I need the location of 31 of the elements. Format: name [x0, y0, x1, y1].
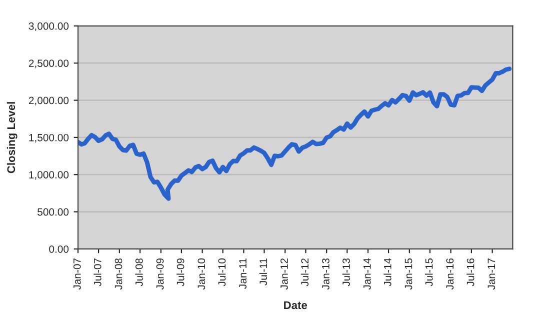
y-axis-title: Closing Level [6, 102, 18, 174]
y-tick-label: 0.00 [49, 245, 69, 253]
x-tick-label: Jul-11 [259, 258, 268, 286]
x-tick-label: Jul-14 [384, 258, 392, 286]
x-tick-label: Jul-16 [466, 258, 474, 286]
x-tick-label: Jan-12 [280, 258, 288, 290]
x-tick-label: Jul-07 [94, 258, 102, 286]
x-tick-label: Jan-14 [364, 258, 371, 290]
x-tick-label: Jul-08 [135, 258, 143, 286]
x-axis-title: Date [284, 301, 308, 310]
x-tick-label: Jan-16 [446, 258, 454, 290]
y-tick-label: 2,500.00 [28, 60, 69, 68]
x-tick-label: Jan-17 [488, 258, 496, 290]
x-tick-label: Jan-11 [239, 258, 246, 289]
x-tick-label: Jan-08 [114, 258, 122, 290]
x-tick-label: Jul-12 [300, 258, 309, 286]
y-tick-label: 500.00 [38, 208, 69, 216]
y-tick-label: 1,500.00 [29, 134, 69, 143]
x-tick-label: Jul-10 [218, 258, 226, 286]
line-series [78, 66, 512, 201]
y-tick-label: 2,000.00 [28, 96, 69, 106]
y-tick-label: 3,000.00 [28, 22, 69, 32]
x-tick-label: Jan-07 [73, 258, 81, 290]
x-tick-label: Jul-15 [425, 258, 433, 286]
x-tick-label: Jan-09 [156, 258, 164, 290]
y-tick-label: 1,000.00 [29, 171, 69, 180]
x-tick-label: Jul-09 [176, 258, 184, 286]
x-tick-label: Jan-10 [198, 258, 206, 290]
x-tick-label: Jan-13 [322, 258, 330, 290]
x-tick-label: Jul-13 [342, 258, 350, 286]
x-tick-label: Jan-15 [404, 258, 412, 290]
